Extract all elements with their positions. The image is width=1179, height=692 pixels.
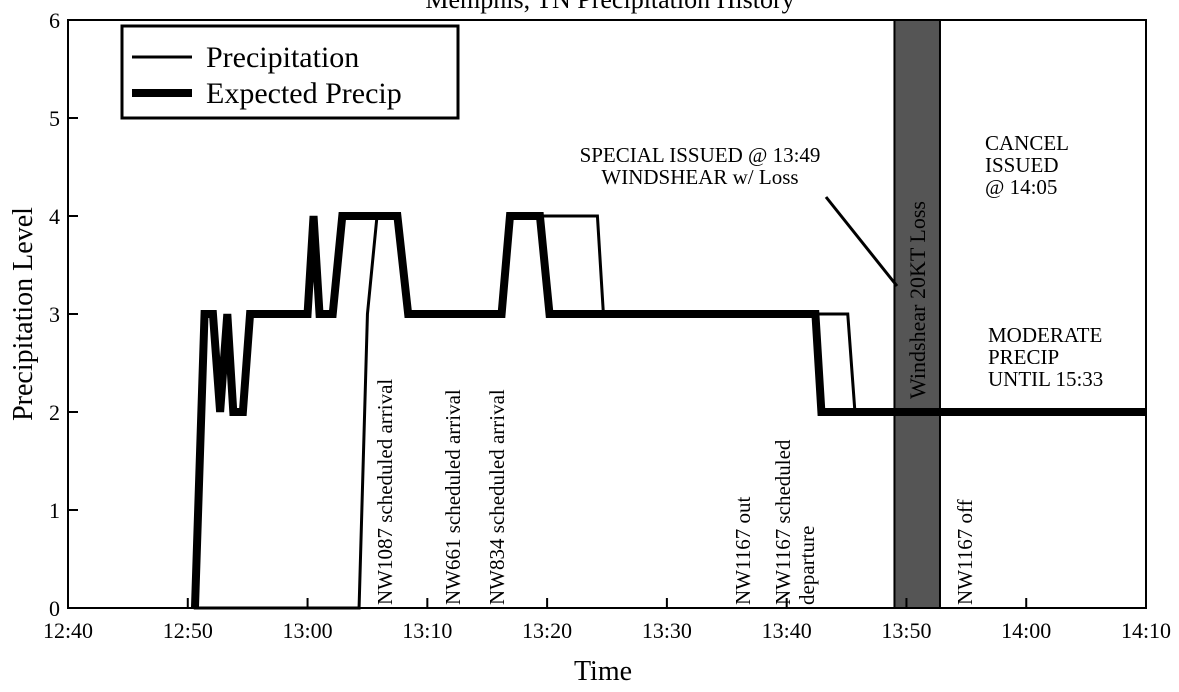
annotation: @ 14:05 (985, 175, 1057, 199)
annotation: SPECIAL ISSUED @ 13:49 (580, 143, 821, 167)
annotation: CANCEL (985, 131, 1069, 155)
windshear-band (893, 19, 941, 609)
x-tick-label: 12:50 (163, 618, 213, 643)
annotation: NW1087 scheduled arrival (373, 379, 397, 605)
x-tick-label: 13:10 (402, 618, 452, 643)
band-label: Windshear 20KT Loss (905, 201, 930, 399)
legend-box (120, 24, 460, 120)
y-tick-label: 1 (49, 498, 60, 523)
annotation: NW834 scheduled arrival (485, 389, 509, 605)
x-tick-label: 14:10 (1121, 618, 1171, 643)
series-line (190, 212, 1146, 609)
y-tick-label: 4 (49, 204, 60, 229)
x-tick-label: 12:40 (43, 618, 93, 643)
annotation: WINDSHEAR w/ Loss (601, 165, 798, 189)
annotation: UNTIL 15:33 (988, 367, 1103, 391)
annotation: NW1167 scheduled (771, 439, 795, 605)
y-tick-label: 5 (49, 106, 60, 131)
x-tick-label: 13:20 (522, 618, 572, 643)
x-tick-label: 14:00 (1001, 618, 1051, 643)
x-tick-label: 13:50 (881, 618, 931, 643)
y-tick-label: 3 (49, 302, 60, 327)
series-line (193, 214, 1146, 610)
legend-label: Precipitation (206, 41, 359, 74)
annotation-pointer (824, 196, 899, 287)
annotation: ISSUED (985, 153, 1059, 177)
chart-title: Memphis, TN Precipitation History (425, 0, 794, 14)
x-tick-label: 13:40 (762, 618, 812, 643)
annotation: PRECIP (988, 345, 1059, 369)
annotation: departure (795, 526, 819, 605)
legend-label: Expected Precip (206, 77, 402, 110)
y-tick-label: 0 (49, 596, 60, 621)
annotation: NW1167 out (731, 497, 755, 605)
y-tick-label: 2 (49, 400, 60, 425)
annotation: MODERATE (988, 323, 1102, 347)
x-tick-label: 13:00 (282, 618, 332, 643)
x-tick-label: 13:30 (642, 618, 692, 643)
y-tick-label: 6 (49, 8, 60, 33)
y-axis-label: Precipitation Level (8, 207, 39, 421)
x-axis-label: Time (574, 656, 632, 687)
annotation: NW1167 off (953, 499, 977, 605)
annotation: NW661 scheduled arrival (441, 389, 465, 605)
